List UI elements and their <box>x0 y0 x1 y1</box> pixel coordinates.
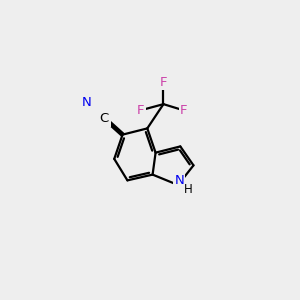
Text: H: H <box>184 183 193 196</box>
Text: C: C <box>100 112 109 124</box>
Text: F: F <box>136 104 144 117</box>
Text: N: N <box>174 174 184 187</box>
Text: F: F <box>160 76 167 89</box>
Text: N: N <box>82 97 92 110</box>
Text: F: F <box>180 104 188 117</box>
